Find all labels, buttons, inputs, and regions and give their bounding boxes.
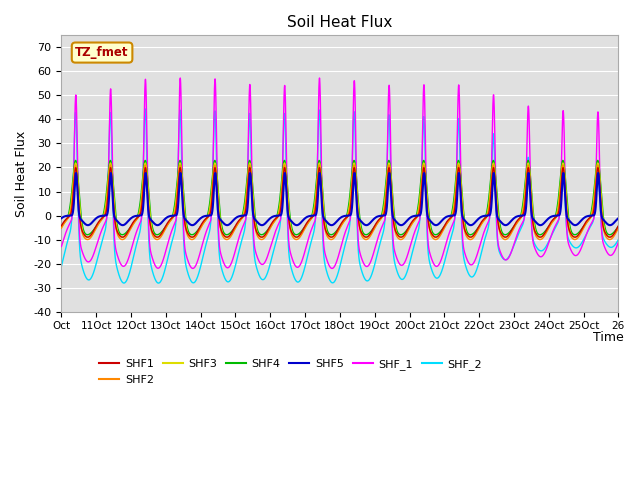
Legend: SHF1, SHF2, SHF3, SHF4, SHF5, SHF_1, SHF_2: SHF1, SHF2, SHF3, SHF4, SHF5, SHF_1, SHF… [95,355,486,389]
Y-axis label: Soil Heat Flux: Soil Heat Flux [15,131,28,216]
X-axis label: Time: Time [593,331,624,344]
Text: TZ_fmet: TZ_fmet [76,46,129,59]
Title: Soil Heat Flux: Soil Heat Flux [287,15,392,30]
